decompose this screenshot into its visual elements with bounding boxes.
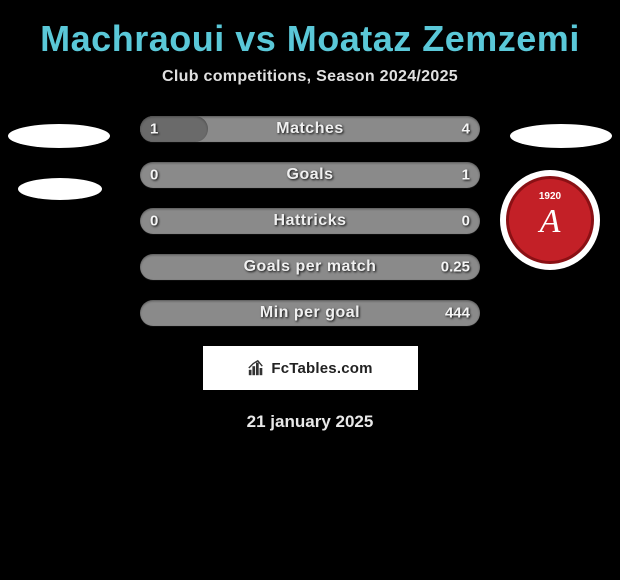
stat-value-right: 444 [445,305,470,322]
stat-label: Min per goal [260,304,360,322]
stat-label: Goals per match [244,258,377,276]
stat-row-min-per-goal: Min per goal 444 [0,300,620,326]
stat-label: Goals [287,166,334,184]
date-text: 21 january 2025 [0,412,620,432]
page-subtitle: Club competitions, Season 2024/2025 [0,68,620,86]
stat-value-right: 0 [462,213,470,230]
bar-track: 1 Matches 4 [140,116,480,142]
stat-row-hattricks: 0 Hattricks 0 [0,208,620,234]
bar-track: 0 Goals 1 [140,162,480,188]
footer-text: FcTables.com [271,360,372,377]
stat-value-right: 4 [462,121,470,138]
stat-value-left: 0 [150,213,158,230]
stat-value-left: 1 [150,121,158,138]
bar-track: 0 Hattricks 0 [140,208,480,234]
stat-value-left: 0 [150,167,158,184]
stat-row-goals-per-match: Goals per match 0.25 [0,254,620,280]
stats-container: 1 Matches 4 0 Goals 1 0 Hattricks 0 Goal… [0,116,620,326]
page-title: Machraoui vs Moataz Zemzemi [0,0,620,68]
stat-value-right: 0.25 [441,259,470,276]
stat-value-right: 1 [462,167,470,184]
footer-attribution: FcTables.com [203,346,418,390]
stat-label: Hattricks [274,212,347,230]
stat-row-goals: 0 Goals 1 [0,162,620,188]
stat-label: Matches [276,120,344,138]
stat-row-matches: 1 Matches 4 [0,116,620,142]
bar-track: Goals per match 0.25 [140,254,480,280]
bar-track: Min per goal 444 [140,300,480,326]
chart-icon [247,359,265,377]
